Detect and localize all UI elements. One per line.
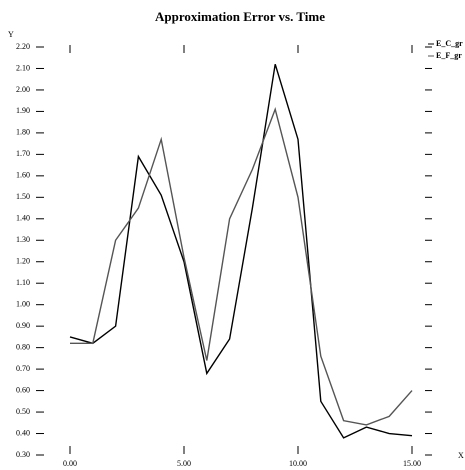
y-tick-label: 1.90 (16, 106, 30, 115)
legend-label: E_C_gr (436, 39, 463, 48)
legend-label: E_F_gr (436, 51, 462, 60)
y-tick-label: 0.50 (16, 407, 30, 416)
y-tick-label: 0.60 (16, 385, 30, 394)
y-tick-label: 0.30 (16, 450, 30, 459)
y-tick-label: 0.90 (16, 321, 30, 330)
x-tick-label: 15.00 (403, 459, 421, 468)
x-tick-label: 0.00 (63, 459, 77, 468)
x-tick-label: 10.00 (289, 459, 307, 468)
x-tick-label: 5.00 (177, 459, 191, 468)
y-tick-label: 1.40 (16, 214, 30, 223)
y-tick-label: 1.20 (16, 257, 30, 266)
y-tick-label: 2.00 (16, 85, 30, 94)
chart-title: Approximation Error vs. Time (155, 9, 325, 24)
x-axis-label: X (458, 451, 464, 460)
y-tick-label: 0.80 (16, 342, 30, 351)
y-tick-label: 1.70 (16, 149, 30, 158)
series-line (69, 63, 413, 439)
y-tick-label: 1.10 (16, 278, 30, 287)
y-tick-label: 2.10 (16, 63, 30, 72)
y-tick-label: 1.60 (16, 171, 30, 180)
y-tick-label: 1.50 (16, 192, 30, 201)
y-axis-label: Y (8, 30, 14, 39)
y-tick-label: 1.30 (16, 235, 30, 244)
y-tick-label: 1.00 (16, 300, 30, 309)
y-tick-label: 1.80 (16, 128, 30, 137)
y-tick-label: 0.40 (16, 428, 30, 437)
y-tick-label: 0.70 (16, 364, 30, 373)
series-line (70, 106, 413, 426)
y-tick-label: 2.20 (16, 42, 30, 51)
